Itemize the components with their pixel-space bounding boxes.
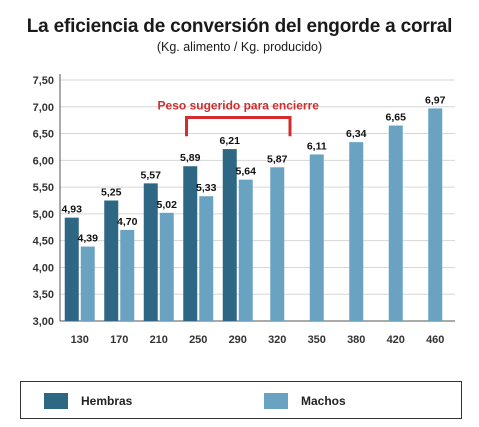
data-label-hembras: 5,25 xyxy=(101,187,122,199)
data-label-machos: 6,97 xyxy=(425,94,446,106)
bar-machos xyxy=(199,196,214,321)
bar-machos xyxy=(238,179,253,321)
bar-hembras xyxy=(222,149,237,321)
data-label-hembras: 5,57 xyxy=(141,169,162,181)
bar-hembras xyxy=(64,217,79,321)
legend-label-machos: Machos xyxy=(301,394,346,408)
legend-label-hembras: Hembras xyxy=(81,394,133,408)
data-label-machos: 4,39 xyxy=(78,233,99,245)
data-label-machos: 5,02 xyxy=(157,199,178,211)
bar-machos xyxy=(388,125,403,322)
x-tick-label: 460 xyxy=(426,334,444,346)
legend: Hembras Machos xyxy=(20,381,462,419)
bar-chart: 3,00 3,50 4,00 4,50 5,00 5,50 6,00 6,50 7,00 7,50… xyxy=(33,74,455,346)
bar-hembras xyxy=(183,166,198,321)
data-label-machos: 6,34 xyxy=(346,128,367,140)
y-tick-label: 6,50 xyxy=(33,129,54,141)
bar-hembras xyxy=(104,200,119,321)
bar-machos xyxy=(159,212,174,321)
data-label-hembras: 5,89 xyxy=(180,152,201,164)
bar-machos xyxy=(80,246,95,321)
x-tick-label: 290 xyxy=(229,334,247,346)
y-tick-label: 5,50 xyxy=(33,182,54,194)
y-tick-label: 4,50 xyxy=(33,236,54,248)
y-tick-label: 5,00 xyxy=(33,209,54,221)
y-tick-label: 3,00 xyxy=(33,316,54,328)
legend-swatch-machos xyxy=(264,393,288,409)
x-tick-label: 170 xyxy=(110,334,128,346)
data-label-machos: 5,87 xyxy=(267,153,288,165)
x-tick-label: 250 xyxy=(189,334,207,346)
data-label-machos: 6,65 xyxy=(386,112,407,124)
y-tick-label: 6,00 xyxy=(33,155,54,167)
annotation-bracket xyxy=(185,115,292,137)
bar-machos xyxy=(309,154,324,321)
data-label-machos: 4,70 xyxy=(117,216,138,228)
x-tick-label: 210 xyxy=(150,334,168,346)
x-tick-label: 380 xyxy=(347,334,365,346)
x-tick-label: 350 xyxy=(308,334,326,346)
legend-swatch-hembras xyxy=(44,393,68,409)
data-label-hembras: 4,93 xyxy=(62,204,83,216)
bar-machos xyxy=(428,108,443,321)
annotation-label: Peso sugerido para encierre xyxy=(158,98,320,112)
y-tick-label: 3,50 xyxy=(33,289,54,301)
data-label-hembras: 6,21 xyxy=(220,135,241,147)
bar-machos xyxy=(349,142,364,321)
data-label-machos: 6,11 xyxy=(307,140,327,152)
bar-machos xyxy=(120,229,135,321)
y-tick-label: 7,00 xyxy=(33,102,54,114)
data-label-machos: 5,33 xyxy=(196,182,217,194)
x-tick-label: 320 xyxy=(268,334,286,346)
y-tick-label: 4,00 xyxy=(33,262,54,274)
x-tick-label: 420 xyxy=(387,334,405,346)
bar-machos xyxy=(270,167,285,321)
y-tick-label: 7,50 xyxy=(33,75,54,87)
bar-hembras xyxy=(143,183,158,321)
chart-subtitle: (Kg. alimento / Kg. producido) xyxy=(156,40,323,54)
data-label-machos: 5,64 xyxy=(236,166,257,178)
x-tick-label: 130 xyxy=(71,334,89,346)
chart-title: La eficiencia de conversión del engorde … xyxy=(26,16,453,37)
